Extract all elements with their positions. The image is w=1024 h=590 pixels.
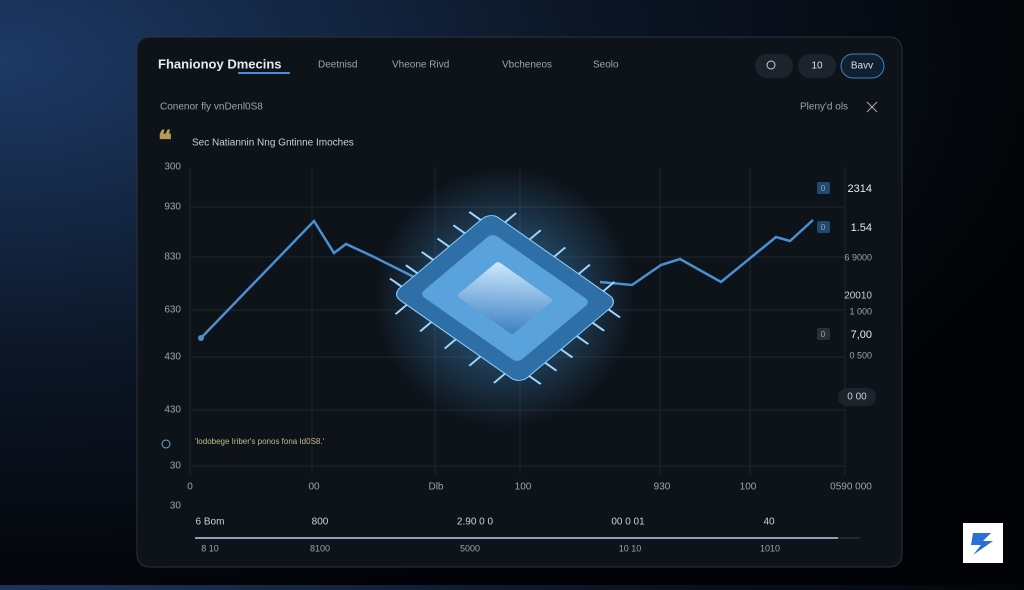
- footer-cell: 40: [763, 517, 775, 528]
- footer-cell: 8100: [310, 543, 330, 553]
- grid: [189, 167, 846, 475]
- badge: [817, 182, 830, 194]
- chip: [389, 211, 621, 385]
- y-axis-label: 430: [164, 352, 181, 363]
- side-value: 1 000: [849, 306, 872, 316]
- side-value: 2314: [848, 183, 872, 195]
- badge-label: 0: [821, 184, 826, 193]
- y-axis-label: 830: [164, 252, 181, 263]
- nav-item[interactable]: Vbcheneos: [502, 60, 552, 71]
- x-axis-label: 930: [654, 482, 671, 493]
- y-axis-label: 630: [164, 305, 181, 316]
- x-axis-label: Dlb: [428, 482, 443, 493]
- footer-cell: 1010: [760, 543, 780, 553]
- side-value: 7,00: [851, 329, 872, 341]
- pill-label: 0 00: [847, 392, 867, 403]
- quote-icon: ❝: [158, 125, 172, 155]
- y-axis-label: 30: [170, 501, 182, 512]
- button-label: 10: [811, 61, 823, 72]
- line-point: [198, 335, 204, 341]
- badge: [817, 328, 830, 340]
- x-axis-label: 0590 000: [830, 482, 872, 493]
- search-icon: [766, 60, 776, 70]
- annotation: 'lodobege Iriber's ponos fona Id0S8.': [195, 437, 325, 446]
- footer-cell: 6 Bom: [196, 517, 225, 528]
- trend-line: [200, 218, 814, 339]
- toolbar-text: Pleny'd ols: [800, 102, 848, 113]
- nav-item[interactable]: Deetnisd: [318, 60, 357, 71]
- x-axis-label: 100: [740, 482, 757, 493]
- footer-cell: 8 10: [201, 543, 219, 553]
- footer-cell: 5000: [460, 543, 480, 553]
- footer-cell: 10 10: [619, 543, 642, 553]
- nav-item[interactable]: Vheone Rivd: [392, 60, 449, 71]
- footer-cell: 2.90 0 0: [457, 517, 494, 528]
- badge-label: 0: [821, 223, 826, 232]
- x-axis-label: 100: [515, 482, 532, 493]
- app-title: Fhanionoy Dmecins: [158, 56, 282, 71]
- footer-cell: 800: [312, 517, 329, 528]
- side-value: 6 9000: [844, 252, 872, 262]
- nav-item[interactable]: Seolo: [593, 60, 619, 71]
- search-button[interactable]: [755, 54, 793, 78]
- y-axis-label: 930: [164, 202, 181, 213]
- panel-heading: Sec Natiannin Nng Gntinne Imoches: [192, 138, 354, 149]
- side-value: 20010: [844, 291, 872, 302]
- side-value: 1.54: [851, 222, 872, 234]
- y-axis-label: 300: [164, 162, 181, 173]
- logo-mark: [971, 533, 993, 555]
- y-axis-label: 30: [170, 461, 182, 472]
- side-value: 0 500: [849, 350, 872, 360]
- close-icon[interactable]: [866, 101, 878, 113]
- badge-label: 0: [821, 330, 826, 339]
- toolbar-text: Conenor fly vnDenl0S8: [160, 102, 263, 113]
- annotation-icon: [161, 439, 171, 449]
- button[interactable]: [840, 53, 885, 79]
- y-axis-label: 430: [164, 405, 181, 416]
- x-axis-label: 00: [308, 482, 320, 493]
- x-axis-label: 0: [187, 482, 193, 493]
- button[interactable]: [798, 54, 836, 78]
- pill[interactable]: [838, 388, 876, 406]
- badge: [817, 221, 830, 233]
- button-label: Bavv: [851, 61, 873, 72]
- footer-cell: 00 0 01: [611, 517, 645, 528]
